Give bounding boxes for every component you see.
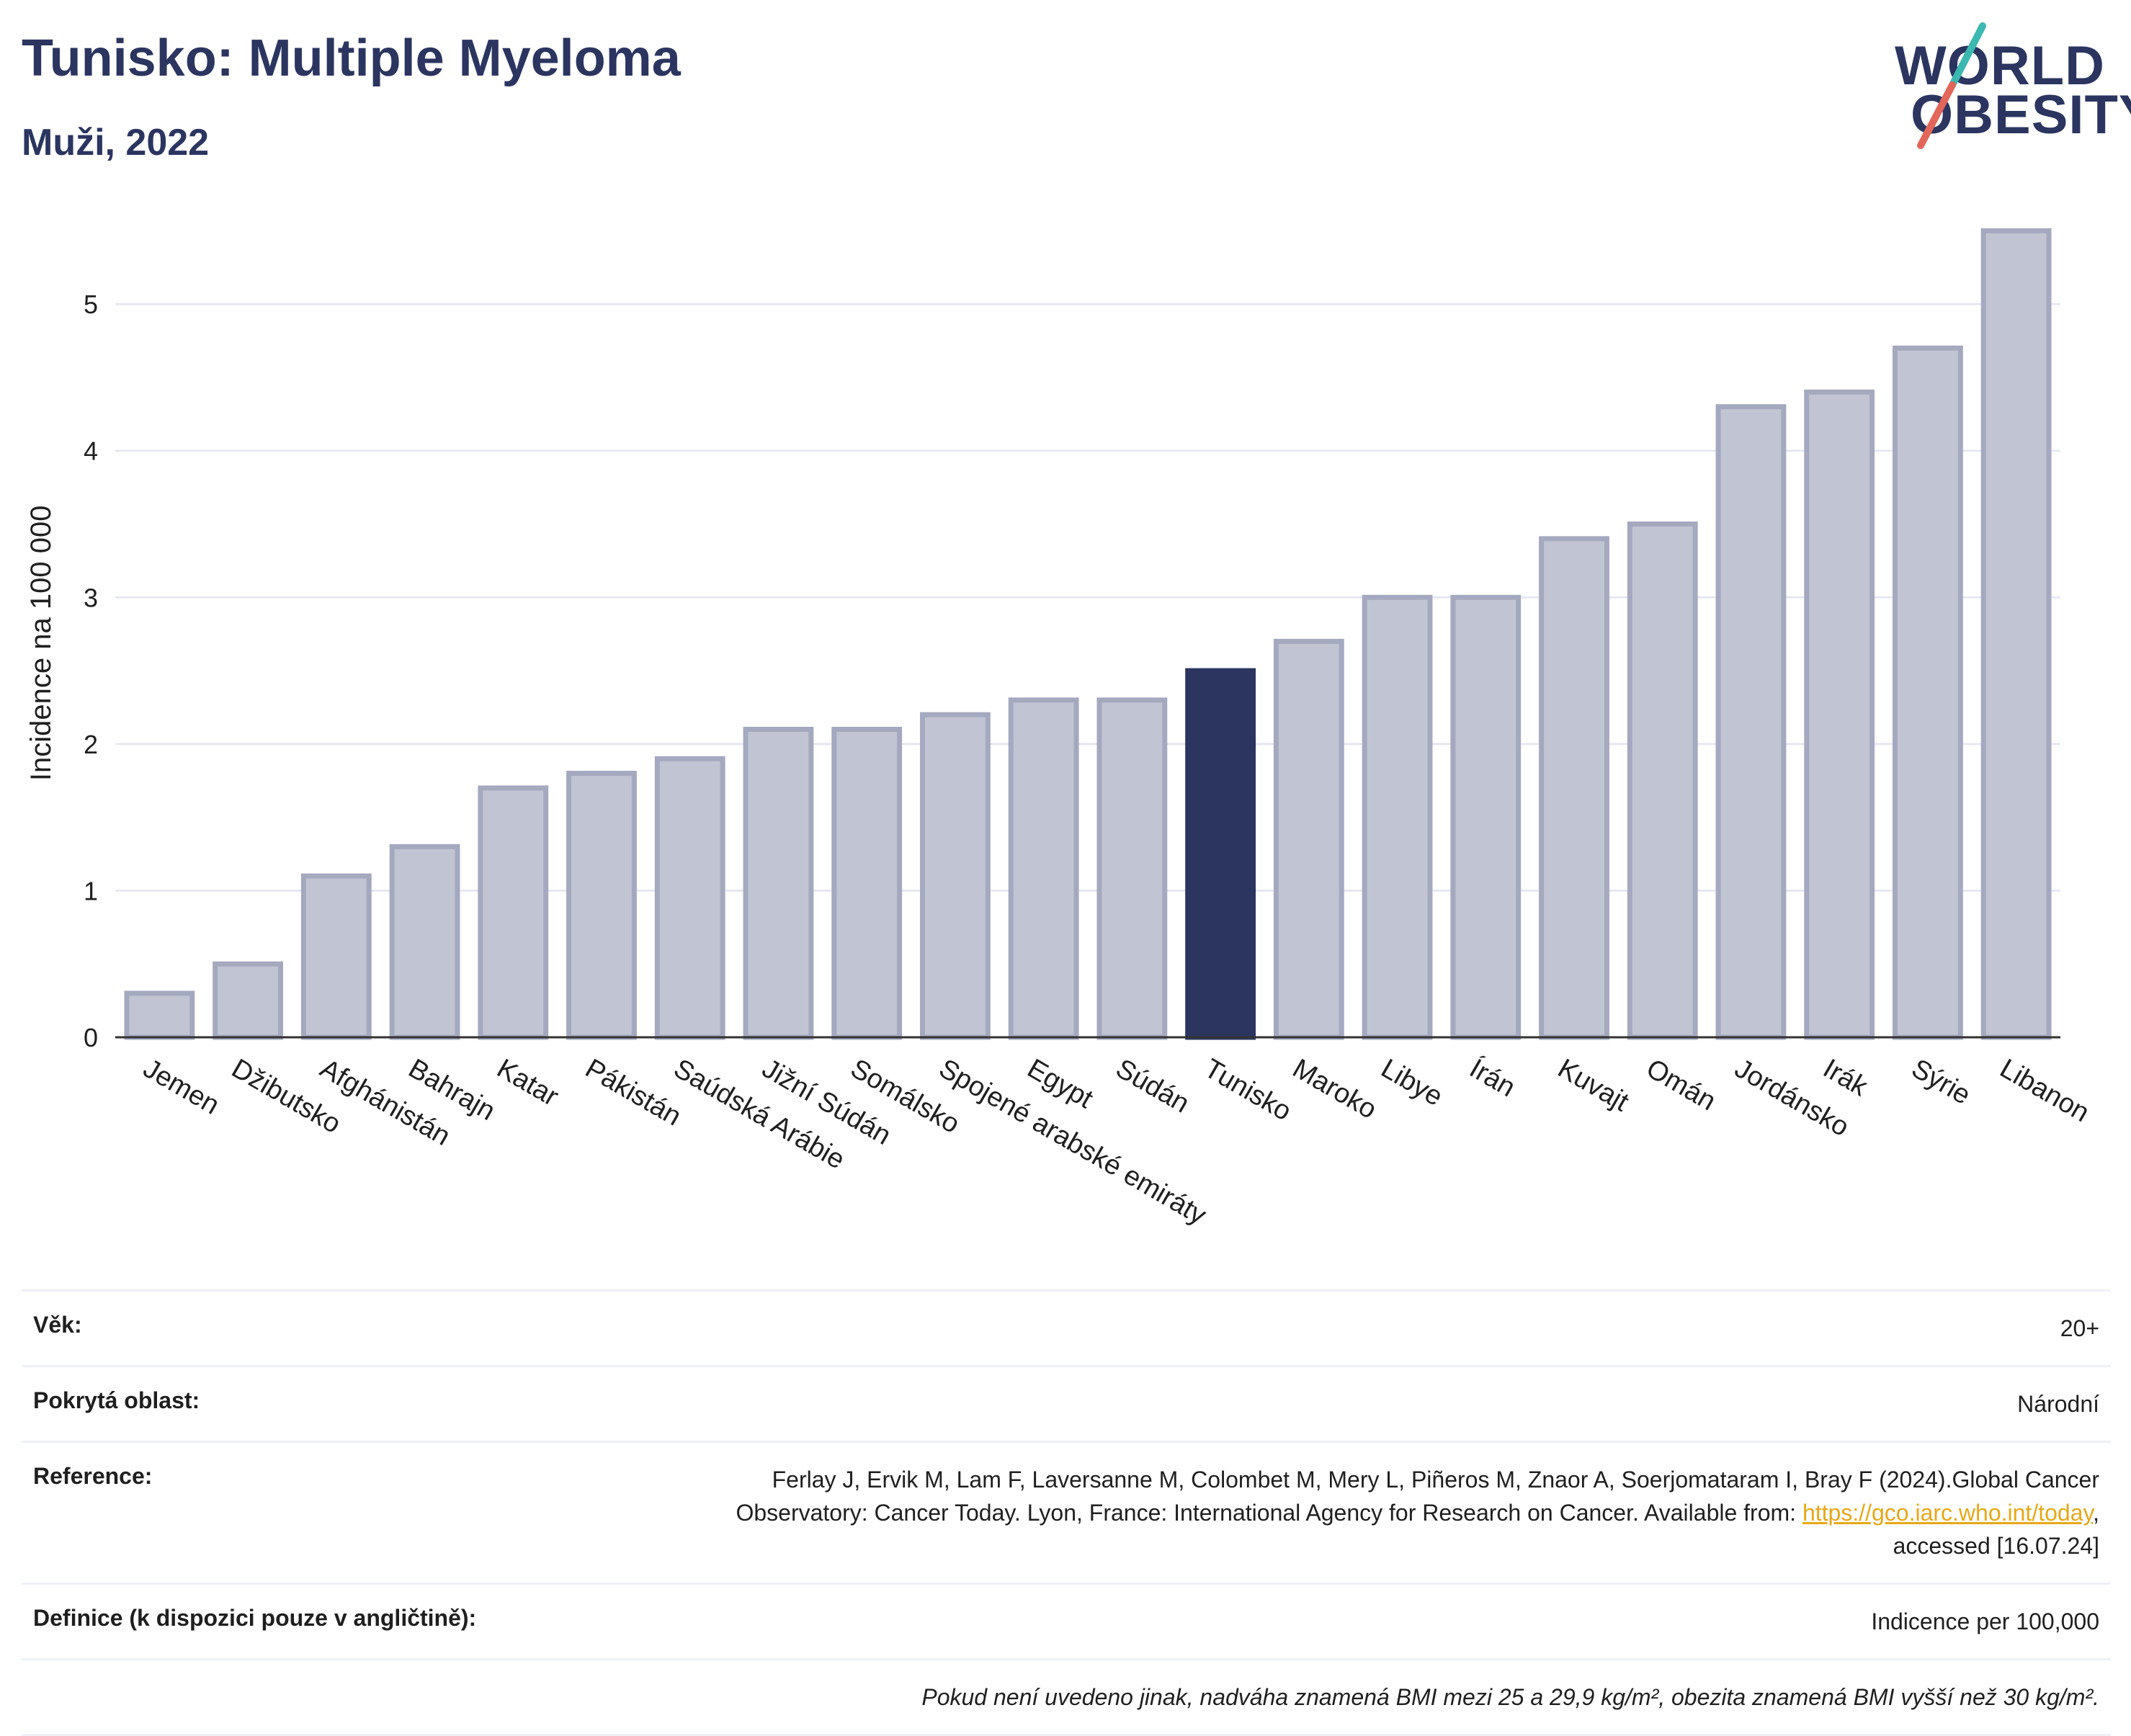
world-obesity-logo: WORLD OBESITY xyxy=(1873,22,2131,151)
bmi-note: Pokud není uvedeno jinak, nadváha znamen… xyxy=(921,1684,2099,1710)
bar-Omán xyxy=(1627,522,1698,1040)
info-row-definition: Definice (k dispozici pouze v angličtině… xyxy=(22,1583,2111,1658)
age-label: Věk: xyxy=(33,1312,82,1338)
info-row-area: Pokrytá oblast: Národní xyxy=(22,1365,2111,1441)
bar-Katar xyxy=(478,785,549,1040)
y-tick-label: 0 xyxy=(84,1023,98,1052)
x-tick-label: Maroko xyxy=(1287,1053,1382,1125)
bar-Jordánsko xyxy=(1715,404,1787,1040)
bar-Bahrajn xyxy=(389,844,460,1040)
bar-Tunisko xyxy=(1185,668,1256,1040)
bars xyxy=(124,228,2052,1040)
area-label: Pokrytá oblast: xyxy=(33,1387,200,1413)
x-tick-label: Sýrie xyxy=(1906,1053,1975,1111)
page-subtitle: Muži, 2022 xyxy=(22,122,210,164)
reference-accessed: , accessed [16.07.24] xyxy=(1893,1500,2099,1559)
page-title: Tunisko: Multiple Myeloma xyxy=(22,30,681,87)
bar-Egypt xyxy=(1008,697,1079,1040)
logo-slash-icon xyxy=(1917,22,1986,149)
y-tick-label: 2 xyxy=(84,730,98,759)
bar-Afghánistán xyxy=(300,873,372,1040)
reference-label: Reference: xyxy=(33,1463,153,1489)
bar-Irák xyxy=(1804,389,1875,1040)
definition-label: Definice (k dispozici pouze v angličtině… xyxy=(33,1605,477,1631)
x-tick-label: Katar xyxy=(492,1053,564,1112)
bar-Džibutsko xyxy=(213,961,284,1040)
x-tick-label: Irák xyxy=(1818,1053,1873,1103)
definition-value: Indicence per 100,000 xyxy=(1871,1609,2099,1634)
x-tick-label: Tunisko xyxy=(1199,1053,1296,1127)
y-axis-label: Incidence na 100 000 xyxy=(25,506,57,782)
y-tick-label: 1 xyxy=(84,876,98,905)
bar-Kuvajt xyxy=(1539,536,1609,1040)
reference-value: Ferlay J, Ervik M, Lam F, Laversanne M, … xyxy=(637,1463,2099,1562)
bar-Jemen xyxy=(124,990,195,1040)
logo-text-world: WORLD xyxy=(1895,35,2106,97)
bar-Pákistán xyxy=(566,771,637,1040)
bar-Írán xyxy=(1450,594,1522,1040)
info-table: Věk: 20+ Pokrytá oblast: Národní Referen… xyxy=(22,1289,2111,1736)
bar-Somálsko xyxy=(831,727,903,1040)
bar-Jižní Súdán xyxy=(743,727,814,1040)
bar-Maroko xyxy=(1273,638,1344,1040)
area-value: Národní xyxy=(2017,1391,2099,1417)
x-tick-label: Jemen xyxy=(138,1053,225,1120)
bar-Saúdská Arábie xyxy=(654,756,725,1040)
info-row-age: Věk: 20+ xyxy=(22,1289,2111,1365)
y-tick-label: 5 xyxy=(84,290,98,319)
y-tick-label: 4 xyxy=(84,437,98,466)
x-tick-label: Kuvajt xyxy=(1553,1053,1634,1117)
reference-link[interactable]: https://gco.iarc.who.int/today xyxy=(1802,1500,2094,1526)
x-tick-label: Pákistán xyxy=(580,1053,686,1132)
y-tick-label: 3 xyxy=(84,583,98,612)
x-tick-label: Írán xyxy=(1465,1052,1521,1103)
x-tick-label: Súdán xyxy=(1111,1053,1194,1119)
x-tick-label: Libye xyxy=(1376,1053,1448,1112)
info-row-note: Pokud není uvedeno jinak, nadváha znamen… xyxy=(22,1658,2111,1736)
bar-Libanon xyxy=(1980,228,2052,1040)
x-tick-label: Omán xyxy=(1641,1053,1721,1117)
bar-Súdán xyxy=(1096,697,1168,1040)
x-tick-label: Libanon xyxy=(1995,1053,2094,1128)
bar-Libye xyxy=(1362,594,1433,1040)
reference-text: Ferlay J, Ervik M, Lam F, Laversanne M, … xyxy=(736,1467,2099,1526)
bar-Sýrie xyxy=(1893,345,1963,1040)
bar-Spojené arabské emiráty xyxy=(920,712,991,1040)
age-value: 20+ xyxy=(2060,1315,2099,1341)
info-row-reference: Reference: Ferlay J, Ervik M, Lam F, Lav… xyxy=(22,1441,2111,1583)
